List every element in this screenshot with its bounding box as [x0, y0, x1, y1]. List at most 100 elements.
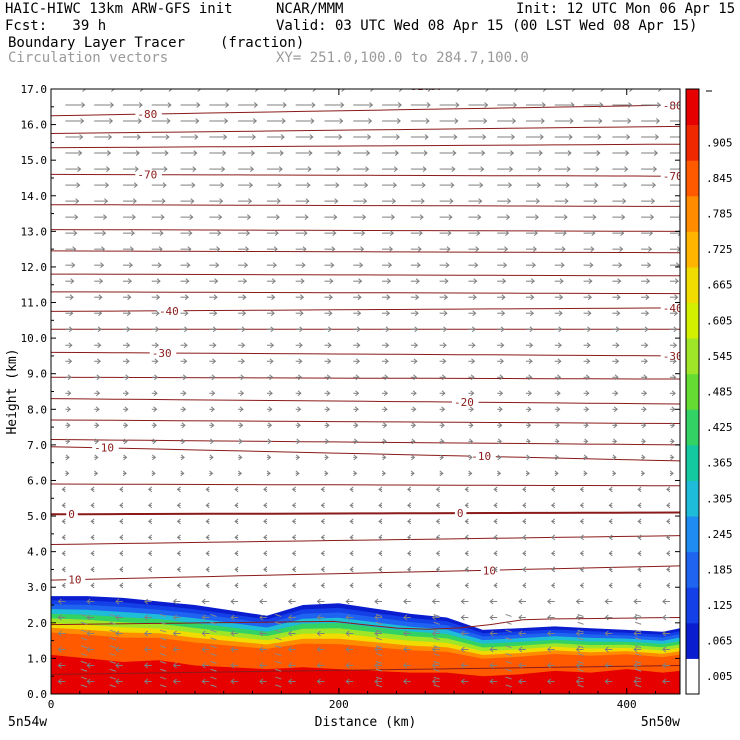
x-tick-label: 200	[329, 698, 349, 711]
circulation-vector-head	[72, 246, 77, 253]
circulation-vector-head	[364, 182, 369, 188]
circulation-vector-head	[478, 198, 483, 204]
circulation-vector-head	[94, 454, 99, 461]
circulation-vector-head	[443, 326, 448, 333]
circulation-vector-head	[489, 614, 494, 621]
circulation-vector-head	[493, 550, 498, 557]
circulation-vector-head	[266, 470, 271, 477]
circulation-vector-head	[153, 390, 158, 397]
circulation-vector-head	[147, 502, 153, 509]
circulation-vector-head	[242, 294, 247, 301]
circulation-vector-head	[355, 358, 361, 365]
circulation-vector-head	[241, 326, 246, 333]
circulation-vector-head	[349, 502, 354, 509]
circulation-vector-head	[124, 422, 129, 429]
circulation-vector-head	[263, 534, 268, 541]
circulation-vector-head	[538, 150, 543, 156]
circulation-vector-head	[535, 198, 540, 204]
circulation-vector-head	[243, 278, 248, 285]
circulation-vector-head	[508, 182, 513, 188]
circulation-vector-head	[367, 134, 372, 140]
circulation-vector-head	[407, 550, 412, 557]
circulation-vector-head	[80, 118, 85, 124]
circulation-vector-head	[482, 134, 487, 140]
circulation-vector-head	[420, 198, 425, 204]
circulation-vector-head	[180, 470, 185, 477]
circulation-vector-head	[61, 502, 66, 509]
circulation-vector-head	[275, 214, 280, 221]
circulation-vector-head	[213, 310, 218, 317]
circulation-vector-head	[172, 646, 177, 653]
circulation-vector-head	[96, 390, 101, 397]
circulation-vector-head	[205, 486, 210, 493]
circulation-vector-head	[653, 150, 659, 156]
circulation-vector-head	[559, 294, 564, 301]
circulation-vector-head	[546, 630, 552, 637]
colorbar-swatch	[686, 373, 699, 410]
circulation-vector-head	[217, 230, 222, 237]
circulation-vector-head	[330, 262, 335, 269]
circulation-vector-head	[472, 294, 477, 301]
circulation-vector-head	[238, 454, 243, 461]
circulation-vector	[634, 629, 642, 633]
circulation-vector-head	[479, 182, 484, 188]
circulation-vector-head	[307, 166, 312, 172]
circulation-vector-head	[152, 422, 157, 429]
circulation-vector-head	[165, 134, 170, 140]
circulation-vector-head	[172, 630, 177, 637]
circulation-vector-head	[522, 518, 527, 525]
circulation-vector-head	[642, 406, 647, 413]
circulation-vector-head	[425, 118, 430, 124]
circulation-vector-head	[126, 342, 131, 349]
circulation-vector	[80, 668, 88, 672]
circulation-vector-head	[499, 390, 504, 397]
circulation-vector-head	[431, 678, 436, 685]
circulation-vector-head	[579, 518, 584, 525]
circulation-vector-head	[300, 294, 305, 301]
circulation-vector	[577, 645, 584, 649]
circulation-vector-head	[365, 166, 370, 172]
colorbar-label: .605	[706, 314, 733, 327]
circulation-vector-head	[396, 118, 401, 124]
circulation-vector-head	[637, 486, 642, 493]
colorbar-label: .725	[706, 243, 733, 256]
circulation-vector-head	[528, 374, 533, 381]
circulation-vector-head	[259, 662, 264, 669]
circulation-vector-head	[271, 278, 276, 285]
circulation-vector-head	[415, 294, 420, 301]
circulation-vector-head	[271, 294, 276, 301]
circulation-vector	[634, 653, 642, 657]
circulation-vector-head	[98, 310, 103, 317]
contour-label: 0	[68, 508, 75, 521]
field-name: Boundary Layer Tracer	[8, 35, 186, 51]
circulation-vector-head	[527, 390, 532, 397]
circulation-vector-head	[97, 326, 102, 333]
colorbar-swatch	[686, 658, 699, 695]
circulation-vector-head	[542, 89, 547, 92]
temperature-contour	[51, 617, 680, 630]
circulation-vector-head	[176, 582, 181, 589]
circulation-vector-head	[167, 102, 172, 108]
circulation-vector-head	[234, 566, 239, 573]
circulation-vector-head	[147, 534, 153, 541]
circulation-vector-head	[154, 358, 159, 365]
circulation-vector-head	[205, 566, 210, 573]
circulation-vector-head	[555, 438, 560, 445]
circulation-vector-head	[133, 182, 138, 188]
circulation-vector-head	[407, 502, 412, 509]
circulation-vector-head	[526, 454, 531, 461]
circulation-vector-head	[413, 374, 418, 381]
circulation-vector-head	[238, 438, 243, 445]
circulation-vector-head	[230, 598, 235, 605]
circulation-vector-head	[662, 678, 667, 685]
circulation-vector-head	[557, 358, 562, 365]
contour-label: -70	[663, 170, 683, 183]
circulation-vector-head	[71, 262, 76, 269]
circulation-vector-head	[298, 342, 303, 349]
circulation-vector	[159, 637, 167, 641]
circulation-vector-head	[115, 662, 120, 669]
circulation-vector-head	[242, 310, 247, 317]
circulation-vector-head	[431, 598, 436, 605]
circulation-vector-head	[579, 582, 584, 589]
circulation-vector	[80, 613, 88, 617]
